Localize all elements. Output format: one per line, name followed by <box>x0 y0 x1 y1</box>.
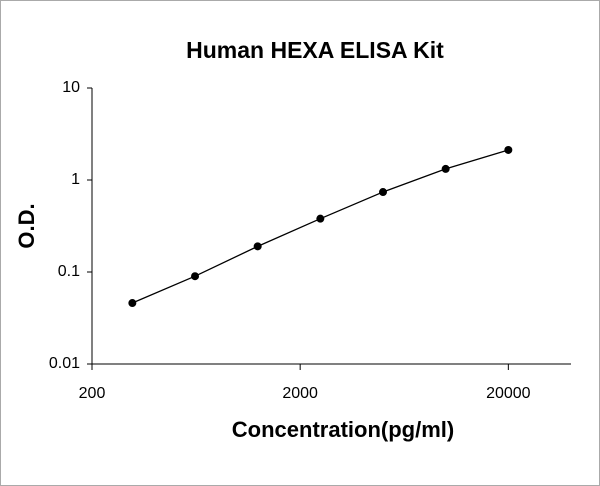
point <box>379 188 388 197</box>
point <box>504 145 513 154</box>
point <box>316 214 325 223</box>
x-tick-label: 2000 <box>282 385 318 402</box>
x-axis-label: Concentration(pg/ml) <box>232 417 454 442</box>
x-tick-label: 200 <box>79 385 106 402</box>
y-tick-label: 0.01 <box>49 355 80 372</box>
point <box>253 242 262 251</box>
point <box>128 299 137 308</box>
y-axis-label: O.D. <box>14 203 39 248</box>
y-tick-label: 10 <box>62 79 80 96</box>
chart-title: Human HEXA ELISA Kit <box>186 37 444 63</box>
x-tick-label: 20000 <box>486 385 531 402</box>
point <box>441 164 450 173</box>
point <box>191 272 200 281</box>
y-tick-label: 1 <box>71 171 80 188</box>
y-tick-label: 0.1 <box>58 263 80 280</box>
